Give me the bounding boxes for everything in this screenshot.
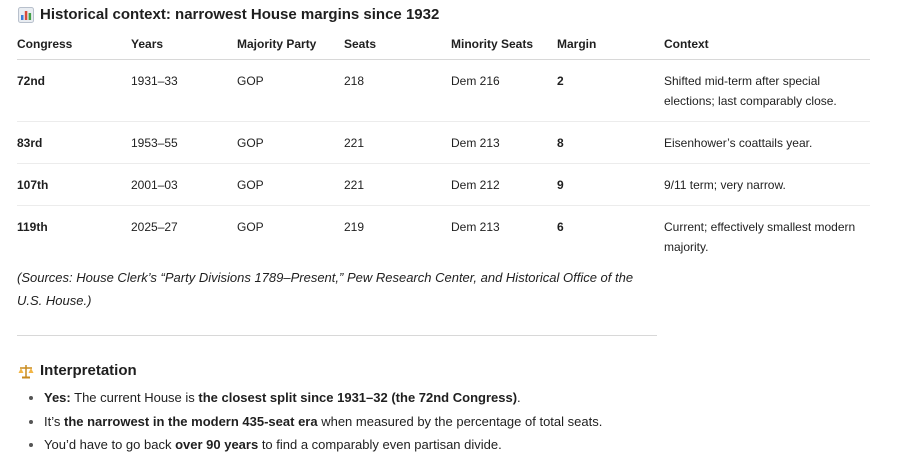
text: The current House is (70, 390, 199, 405)
bold-text: over 90 years (175, 437, 259, 452)
table-cell: Eisenhower’s coattails year. (664, 121, 870, 164)
interpretation-heading: Interpretation (18, 362, 137, 379)
table-row: 107th 2001–03 GOP 221 Dem 212 9 9/11 term; ver… (17, 163, 870, 206)
margins-table: Congress Years Majority Party Seats Minority… (17, 37, 870, 267)
table-cell: GOP (237, 121, 344, 164)
table-cell: 9/11 term; very narrow. (664, 163, 870, 206)
table-cell: 83rd (17, 121, 131, 164)
bold-text: Yes: (44, 390, 71, 405)
table-cell: 2 (557, 59, 664, 122)
sources-note: (Sources: House Clerk’s “Party Divisions… (17, 270, 634, 308)
table-cell: GOP (237, 163, 344, 206)
table-cell: 9 (557, 163, 664, 206)
text: It’s (44, 413, 64, 429)
table-cell: 2025–27 (131, 220, 178, 234)
title-text: Historical context: narrowest House marg… (40, 6, 440, 23)
bullet-item: Yes: The current House is the closest sp… (44, 386, 602, 410)
chart-icon (18, 6, 34, 23)
column-header: Context (664, 37, 870, 60)
bullet-item: You’d have to go back over 90 years to f… (44, 433, 602, 457)
bold-text: the closest split since 1931–32 (the 72n… (198, 390, 518, 405)
table-cell: 1953–55 (131, 121, 237, 164)
table-body: 72nd 1931–33 GOP 218 Dem 216 2 Shifted mid-ter… (17, 59, 870, 268)
table-cell: Dem 216 (451, 59, 557, 122)
text: You’d have to go back (44, 437, 176, 452)
bullet-item: It’s the narrowest in the modern 435-sea… (44, 410, 602, 434)
column-header: Seats (344, 37, 451, 60)
bullet-list: Yes: The current House is the closest sp… (17, 386, 602, 457)
table-cell: 6 (557, 220, 564, 234)
table-cell: Dem 212 (451, 163, 557, 206)
table-cell: 219 (344, 220, 365, 234)
column-header: Years (131, 37, 237, 60)
column-header: Margin (557, 37, 664, 60)
column-header: Majority Party (237, 37, 344, 60)
table-cell: Dem 213 (451, 220, 500, 234)
table-cell: 1931–33 (131, 59, 237, 122)
table-cell: Dem 213 (451, 121, 557, 164)
table-row: 119th 2025–27 GOP 219 Dem 213 6 Current; effec… (17, 206, 870, 268)
table-row: 72nd 1931–33 GOP 218 Dem 216 2 Shifted mid-ter… (17, 59, 870, 122)
table-cell: 221 (344, 163, 451, 206)
table-cell: 107th (17, 163, 131, 206)
text: to find a comparably even partisan divid… (258, 437, 502, 452)
scales-icon (18, 364, 34, 378)
section-title: Historical context: narrowest House marg… (18, 6, 439, 23)
table-cell: 119th (17, 220, 48, 234)
column-header: Minority Seats (451, 37, 557, 60)
text: when measured by the percentage of total… (317, 413, 603, 429)
table-cell: GOP (237, 59, 344, 122)
table-cell: 2001–03 (131, 163, 237, 206)
table-cell: Current; effectively smallest modern maj… (664, 220, 856, 254)
table-row: 83rd 1953–55 GOP 221 Dem 213 8 Eisenhower’s co… (17, 121, 870, 164)
bold-text: the narrowest in the modern 435-seat era (64, 413, 318, 429)
table-cell: 218 (344, 59, 451, 122)
table-cell: 72nd (17, 59, 131, 122)
column-header: Congress (17, 37, 131, 60)
table-cell: 8 (557, 121, 664, 164)
table-cell: GOP (237, 220, 264, 234)
text: . (517, 390, 521, 405)
table-cell: 221 (344, 121, 451, 164)
heading-text: Interpretation (40, 362, 137, 379)
header-row: Congress Years Majority Party Seats Minority… (17, 37, 870, 60)
table-cell: Shifted mid-term after special elections… (664, 59, 870, 122)
divider (17, 335, 657, 336)
